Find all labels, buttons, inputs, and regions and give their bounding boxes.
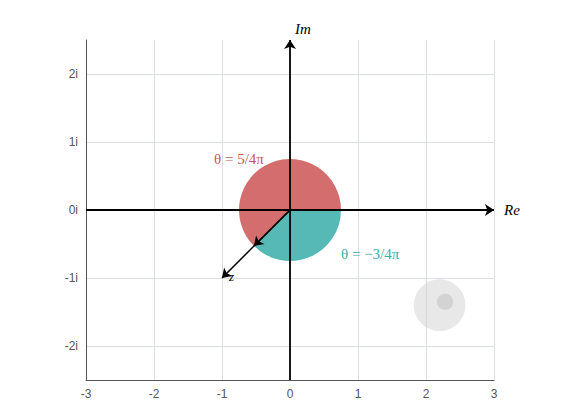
svg-text:0i: 0i [69,203,78,217]
svg-text:1i: 1i [69,135,78,149]
svg-text:z: z [228,269,234,284]
svg-text:θ = 5/4π: θ = 5/4π [214,151,264,167]
svg-text:Im: Im [294,21,311,37]
svg-text:-3: -3 [81,387,92,401]
svg-text:2: 2 [423,387,430,401]
svg-text:-1: -1 [217,387,228,401]
svg-text:3: 3 [491,387,498,401]
svg-text:2i: 2i [69,67,78,81]
svg-text:θ = −3/4π: θ = −3/4π [341,246,400,262]
svg-text:1: 1 [355,387,362,401]
svg-text:-2i: -2i [65,339,78,353]
svg-text:-1i: -1i [65,271,78,285]
svg-text:Re: Re [503,202,520,218]
svg-text:0: 0 [287,387,294,401]
svg-text:-2: -2 [149,387,160,401]
